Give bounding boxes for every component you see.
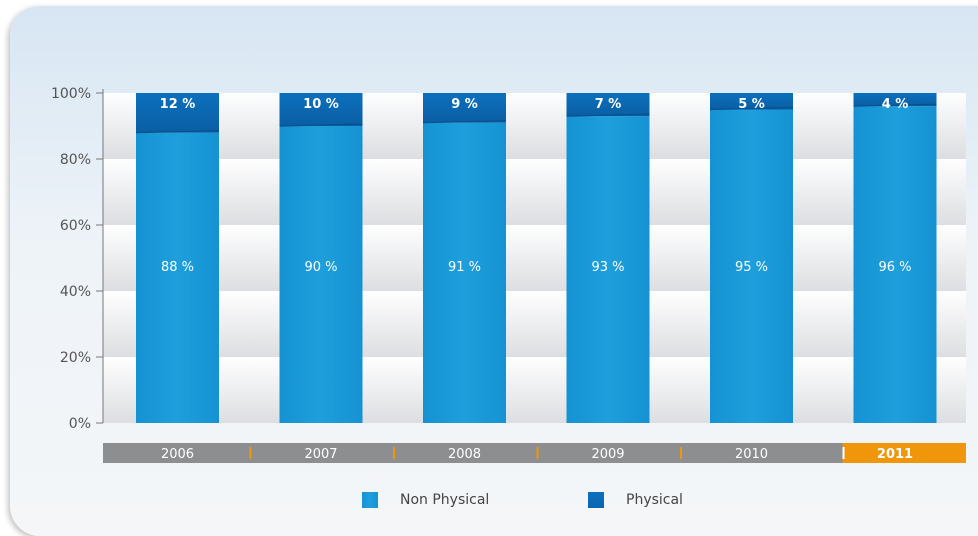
bar-non-physical: [710, 109, 793, 423]
bar-segment-divider: [853, 103, 937, 107]
category-label: 2008: [448, 447, 481, 462]
data-label-physical: 5 %: [738, 97, 765, 112]
bar-non-physical: [423, 122, 506, 423]
bar-segment-divider: [566, 113, 650, 117]
y-tick-label: 80%: [60, 152, 91, 168]
y-tick-label: 60%: [60, 218, 91, 234]
data-label-physical: 12 %: [160, 97, 196, 112]
bar-physical: [423, 93, 506, 123]
data-label-physical: 7 %: [595, 97, 622, 112]
bar-segment-divider: [279, 123, 363, 127]
legend-label-physical: Physical: [626, 492, 683, 508]
bar-non-physical: [279, 126, 363, 423]
bar-physical: [710, 93, 793, 110]
bar-non-physical: [566, 116, 650, 423]
data-label-non-physical: 95 %: [735, 260, 768, 275]
category-separator: [249, 447, 252, 459]
bar-physical: [853, 93, 937, 107]
grid-band: [103, 291, 966, 357]
stacked-bar-chart: 0% 20% 40% 60% 80% 100% 88 % 12 % 90 % 10 % 91 % 9…: [51, 86, 966, 463]
category-band-highlight: [842, 443, 966, 463]
y-tick-label: 40%: [60, 284, 91, 300]
category-label: 2006: [161, 447, 194, 462]
bar-non-physical: [136, 132, 219, 423]
bar-segment-divider: [422, 120, 507, 124]
data-label-non-physical: 90 %: [304, 260, 337, 275]
data-label-non-physical: 88 %: [161, 260, 194, 275]
data-label-non-physical: 91 %: [448, 260, 481, 275]
bar-segment-divider: [135, 130, 220, 134]
bar-physical: [136, 93, 219, 133]
category-separator: [393, 447, 395, 459]
data-label-physical: 4 %: [882, 97, 909, 112]
grid-band: [103, 93, 966, 159]
category-label: 2009: [591, 447, 624, 462]
category-separator: [536, 447, 539, 459]
y-tick-label: 20%: [60, 350, 91, 366]
legend: Non Physical Physical: [0, 492, 978, 512]
category-highlight-marker: [842, 447, 845, 459]
grid-band: [103, 357, 966, 423]
category-axis: 2006 2007 2008 2009 2010 2011: [103, 443, 966, 463]
legend-swatch-non-physical: [362, 492, 378, 508]
bar-non-physical: [853, 106, 937, 423]
category-label: 2011: [877, 447, 913, 462]
bars: 88 % 12 % 90 % 10 % 91 % 9 % 93 % 7 % 95 % 5 % 96 …: [135, 93, 937, 423]
legend-item-physical: Physical: [588, 492, 683, 508]
data-label-physical: 10 %: [303, 97, 339, 112]
legend-swatch-physical: [588, 492, 604, 508]
data-label-physical: 9 %: [451, 97, 478, 112]
data-label-non-physical: 93 %: [591, 260, 624, 275]
bar-physical: [279, 93, 363, 126]
data-label-non-physical: 96 %: [878, 260, 911, 275]
category-separator: [680, 447, 682, 459]
bar-physical: [566, 93, 650, 117]
legend-item-non-physical: Non Physical: [362, 492, 489, 508]
bar-segment-divider: [709, 106, 794, 111]
category-label: 2007: [304, 447, 337, 462]
grid-band: [103, 159, 966, 225]
category-label: 2010: [735, 447, 768, 462]
grid-bands: [103, 93, 966, 423]
category-band: [103, 443, 843, 463]
y-tick-label: 0%: [69, 416, 91, 432]
legend-label-non-physical: Non Physical: [400, 492, 490, 508]
y-axis: 0% 20% 40% 60% 80% 100%: [51, 86, 104, 432]
grid-band: [103, 225, 966, 291]
y-tick-label: 100%: [51, 86, 91, 102]
